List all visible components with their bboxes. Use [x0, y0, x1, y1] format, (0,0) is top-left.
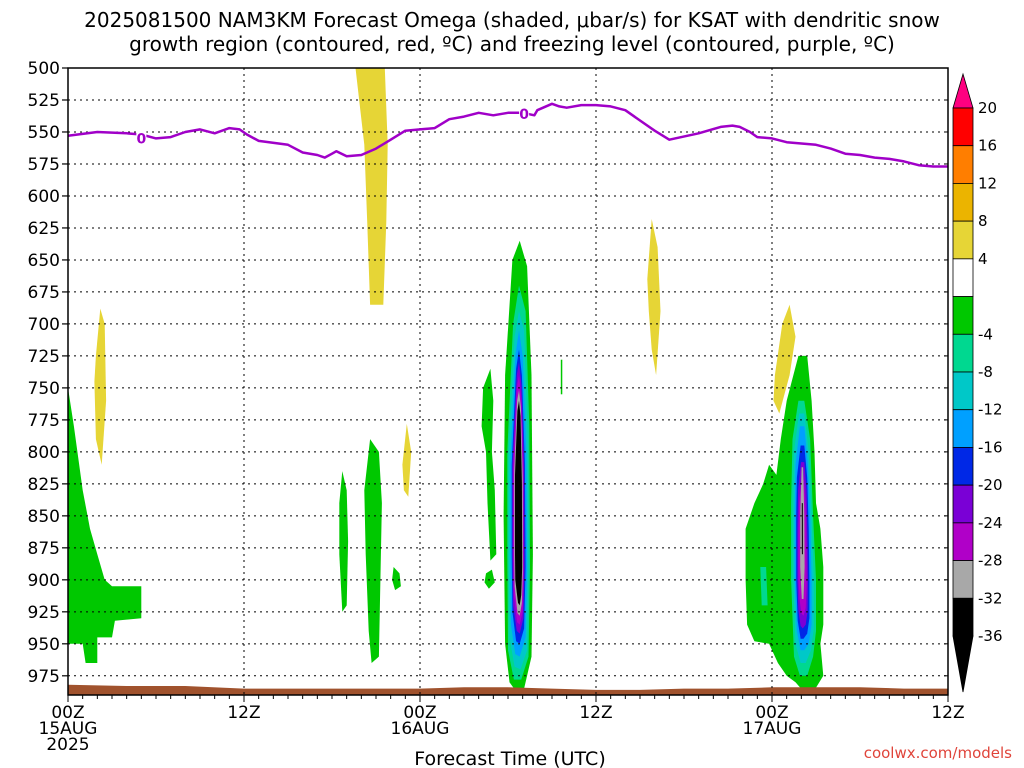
y-tick-label: 950	[28, 635, 60, 655]
y-axis: 500 525 550 575 600 625 650 675 700 725 750 775 800 8…	[28, 59, 948, 687]
freezing-level-label-bg	[136, 130, 147, 145]
y-tick-label: 775	[28, 411, 60, 431]
colorbar-label: -24	[978, 514, 1003, 532]
colorbar-swatch	[952, 258, 974, 297]
colorbar-swatch	[952, 333, 974, 373]
colorbar-label: -8	[978, 363, 993, 381]
colorbar-label: -4	[978, 325, 993, 343]
x-tick-label: 2025	[46, 735, 89, 755]
colorbar-bottom-cap	[952, 635, 974, 693]
x-tick-label: 00Z	[51, 703, 84, 723]
colorbar-top-cap	[952, 72, 974, 109]
colorbar-label: -20	[978, 476, 1003, 494]
omega-region	[68, 387, 142, 663]
x-axis-label: Forecast Time (UTC)	[414, 748, 605, 768]
omega-region	[355, 68, 388, 305]
y-tick-label: 975	[28, 667, 60, 687]
omega-region	[339, 471, 349, 612]
colorbar-swatch	[952, 484, 974, 524]
colorbar-swatch	[952, 447, 974, 486]
y-tick-label: 700	[28, 315, 60, 335]
omega-region	[515, 400, 523, 606]
omega-colorbar: 20 16 12 8 4 -4 -8 -12 -16 -20 -24 -28 -32 -36	[952, 72, 1003, 693]
y-tick-label: 500	[28, 59, 60, 79]
omega-region	[481, 368, 497, 561]
y-tick-label: 900	[28, 571, 60, 591]
omega-region	[392, 567, 401, 591]
colorbar-label: -16	[978, 438, 1003, 456]
colorbar-label: 8	[978, 212, 988, 230]
colorbar-swatch	[952, 107, 974, 147]
colorbar-label: -36	[978, 627, 1003, 645]
omega-region	[647, 219, 661, 376]
colorbar-swatch	[952, 560, 974, 599]
y-tick-label: 550	[28, 123, 60, 143]
colorbar-swatch	[952, 371, 974, 411]
omega-region	[760, 567, 768, 606]
x-tick-label: 15AUG	[39, 719, 98, 739]
omega-region	[560, 359, 563, 395]
y-tick-label: 925	[28, 603, 60, 623]
colorbar-swatch	[952, 220, 974, 260]
y-tick-label: 800	[28, 443, 60, 463]
freezing-level-line	[67, 102, 948, 168]
colorbar-label: 20	[978, 99, 997, 117]
colorbar-label: 4	[978, 250, 988, 268]
y-tick-label: 675	[28, 283, 60, 303]
chart-title-line-2: growth region (contoured, red, ºC) and f…	[129, 32, 895, 56]
chart-title-line-1: 2025081500 NAM3KM Forecast Omega (shaded…	[84, 8, 940, 32]
colorbar-label: 12	[978, 174, 997, 192]
terrain-fill	[68, 684, 948, 695]
x-tick-label: 16AUG	[391, 719, 450, 739]
y-tick-label: 750	[28, 379, 60, 399]
x-tick-label: 17AUG	[743, 719, 802, 739]
y-tick-label: 825	[28, 475, 60, 495]
freezing-level-label-bg	[519, 106, 530, 121]
colorbar-swatch	[952, 183, 974, 222]
colorbar-label: -28	[978, 552, 1003, 570]
x-tick-label: 12Z	[579, 703, 612, 723]
y-tick-label: 600	[28, 187, 60, 207]
colorbar-swatch	[952, 409, 974, 448]
x-tick-label: 12Z	[931, 703, 964, 723]
credit-text[interactable]: coolwx.com/models	[864, 744, 1012, 762]
omega-region	[773, 304, 796, 414]
colorbar-swatch	[952, 522, 974, 561]
omega-region	[364, 439, 382, 663]
colorbar-swatch	[952, 597, 974, 637]
freezing-level-contour: 00	[67, 102, 948, 168]
x-tick-label: 00Z	[403, 703, 436, 723]
colorbar-label: -12	[978, 401, 1003, 419]
omega-region	[402, 423, 412, 497]
terrain-area	[68, 684, 948, 695]
colorbar-label: -32	[978, 589, 1003, 607]
colorbar-label: 16	[978, 137, 997, 155]
y-tick-label: 850	[28, 507, 60, 527]
colorbar-swatch	[952, 145, 974, 184]
omega-region	[94, 308, 107, 465]
colorbar-swatch	[952, 296, 974, 335]
x-tick-label: 12Z	[227, 703, 260, 723]
y-tick-label: 650	[28, 251, 60, 271]
y-tick-label: 575	[28, 155, 60, 175]
freezing-level-label: 0	[519, 107, 529, 123]
y-tick-label: 875	[28, 539, 60, 559]
y-tick-label: 725	[28, 347, 60, 367]
grid-lines	[68, 68, 948, 695]
y-tick-label: 625	[28, 219, 60, 239]
x-tick-label: 00Z	[755, 703, 788, 723]
omega-region	[484, 569, 495, 589]
omega-region	[801, 503, 803, 555]
freezing-level-label: 0	[136, 131, 146, 147]
y-tick-label: 525	[28, 91, 60, 111]
omega-shading	[68, 68, 824, 693]
chart-title: 2025081500 NAM3KM Forecast Omega (shaded…	[84, 8, 940, 56]
